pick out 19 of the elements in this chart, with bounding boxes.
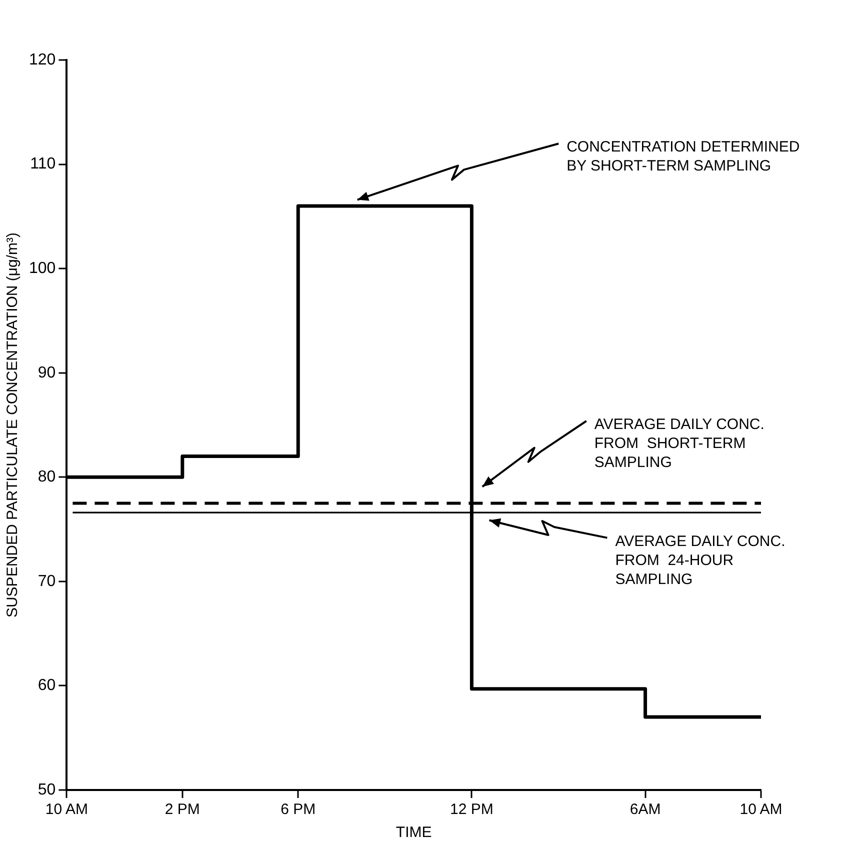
annotation: CONCENTRATION DETERMINED BY SHORT-TERM SAMPLING — [566, 138, 800, 175]
x-axis-title: TIME — [396, 824, 432, 842]
x-tick-label: 10 AM — [740, 801, 782, 818]
y-tick-label: 90 — [38, 364, 56, 382]
x-tick-label: 2 PM — [164, 801, 200, 818]
annotation: AVERAGE DAILY CONC. FROM SHORT-TERM SAMPLING — [594, 416, 764, 472]
x-tick-label: 10 AM — [45, 801, 88, 818]
y-tick-label: 120 — [28, 51, 56, 68]
x-tick-label: 6AM — [630, 801, 661, 818]
y-tick-label: 100 — [28, 260, 56, 277]
x-tick-label: 6 PM — [280, 801, 316, 818]
y-tick-label: 50 — [38, 781, 56, 798]
y-tick-label: 60 — [38, 677, 56, 694]
x-tick-label: 12 PM — [450, 801, 494, 818]
y-tick-label: 80 — [38, 468, 56, 486]
y-tick-label: 110 — [30, 156, 56, 173]
y-axis-title: SUSPENDED PARTICULATE CONCENTRATION (μg/m³) — [4, 232, 22, 618]
annotation: AVERAGE DAILY CONC. FROM 24-HOUR SAMPLING — [615, 532, 786, 588]
y-tick-label: 70 — [38, 572, 56, 590]
